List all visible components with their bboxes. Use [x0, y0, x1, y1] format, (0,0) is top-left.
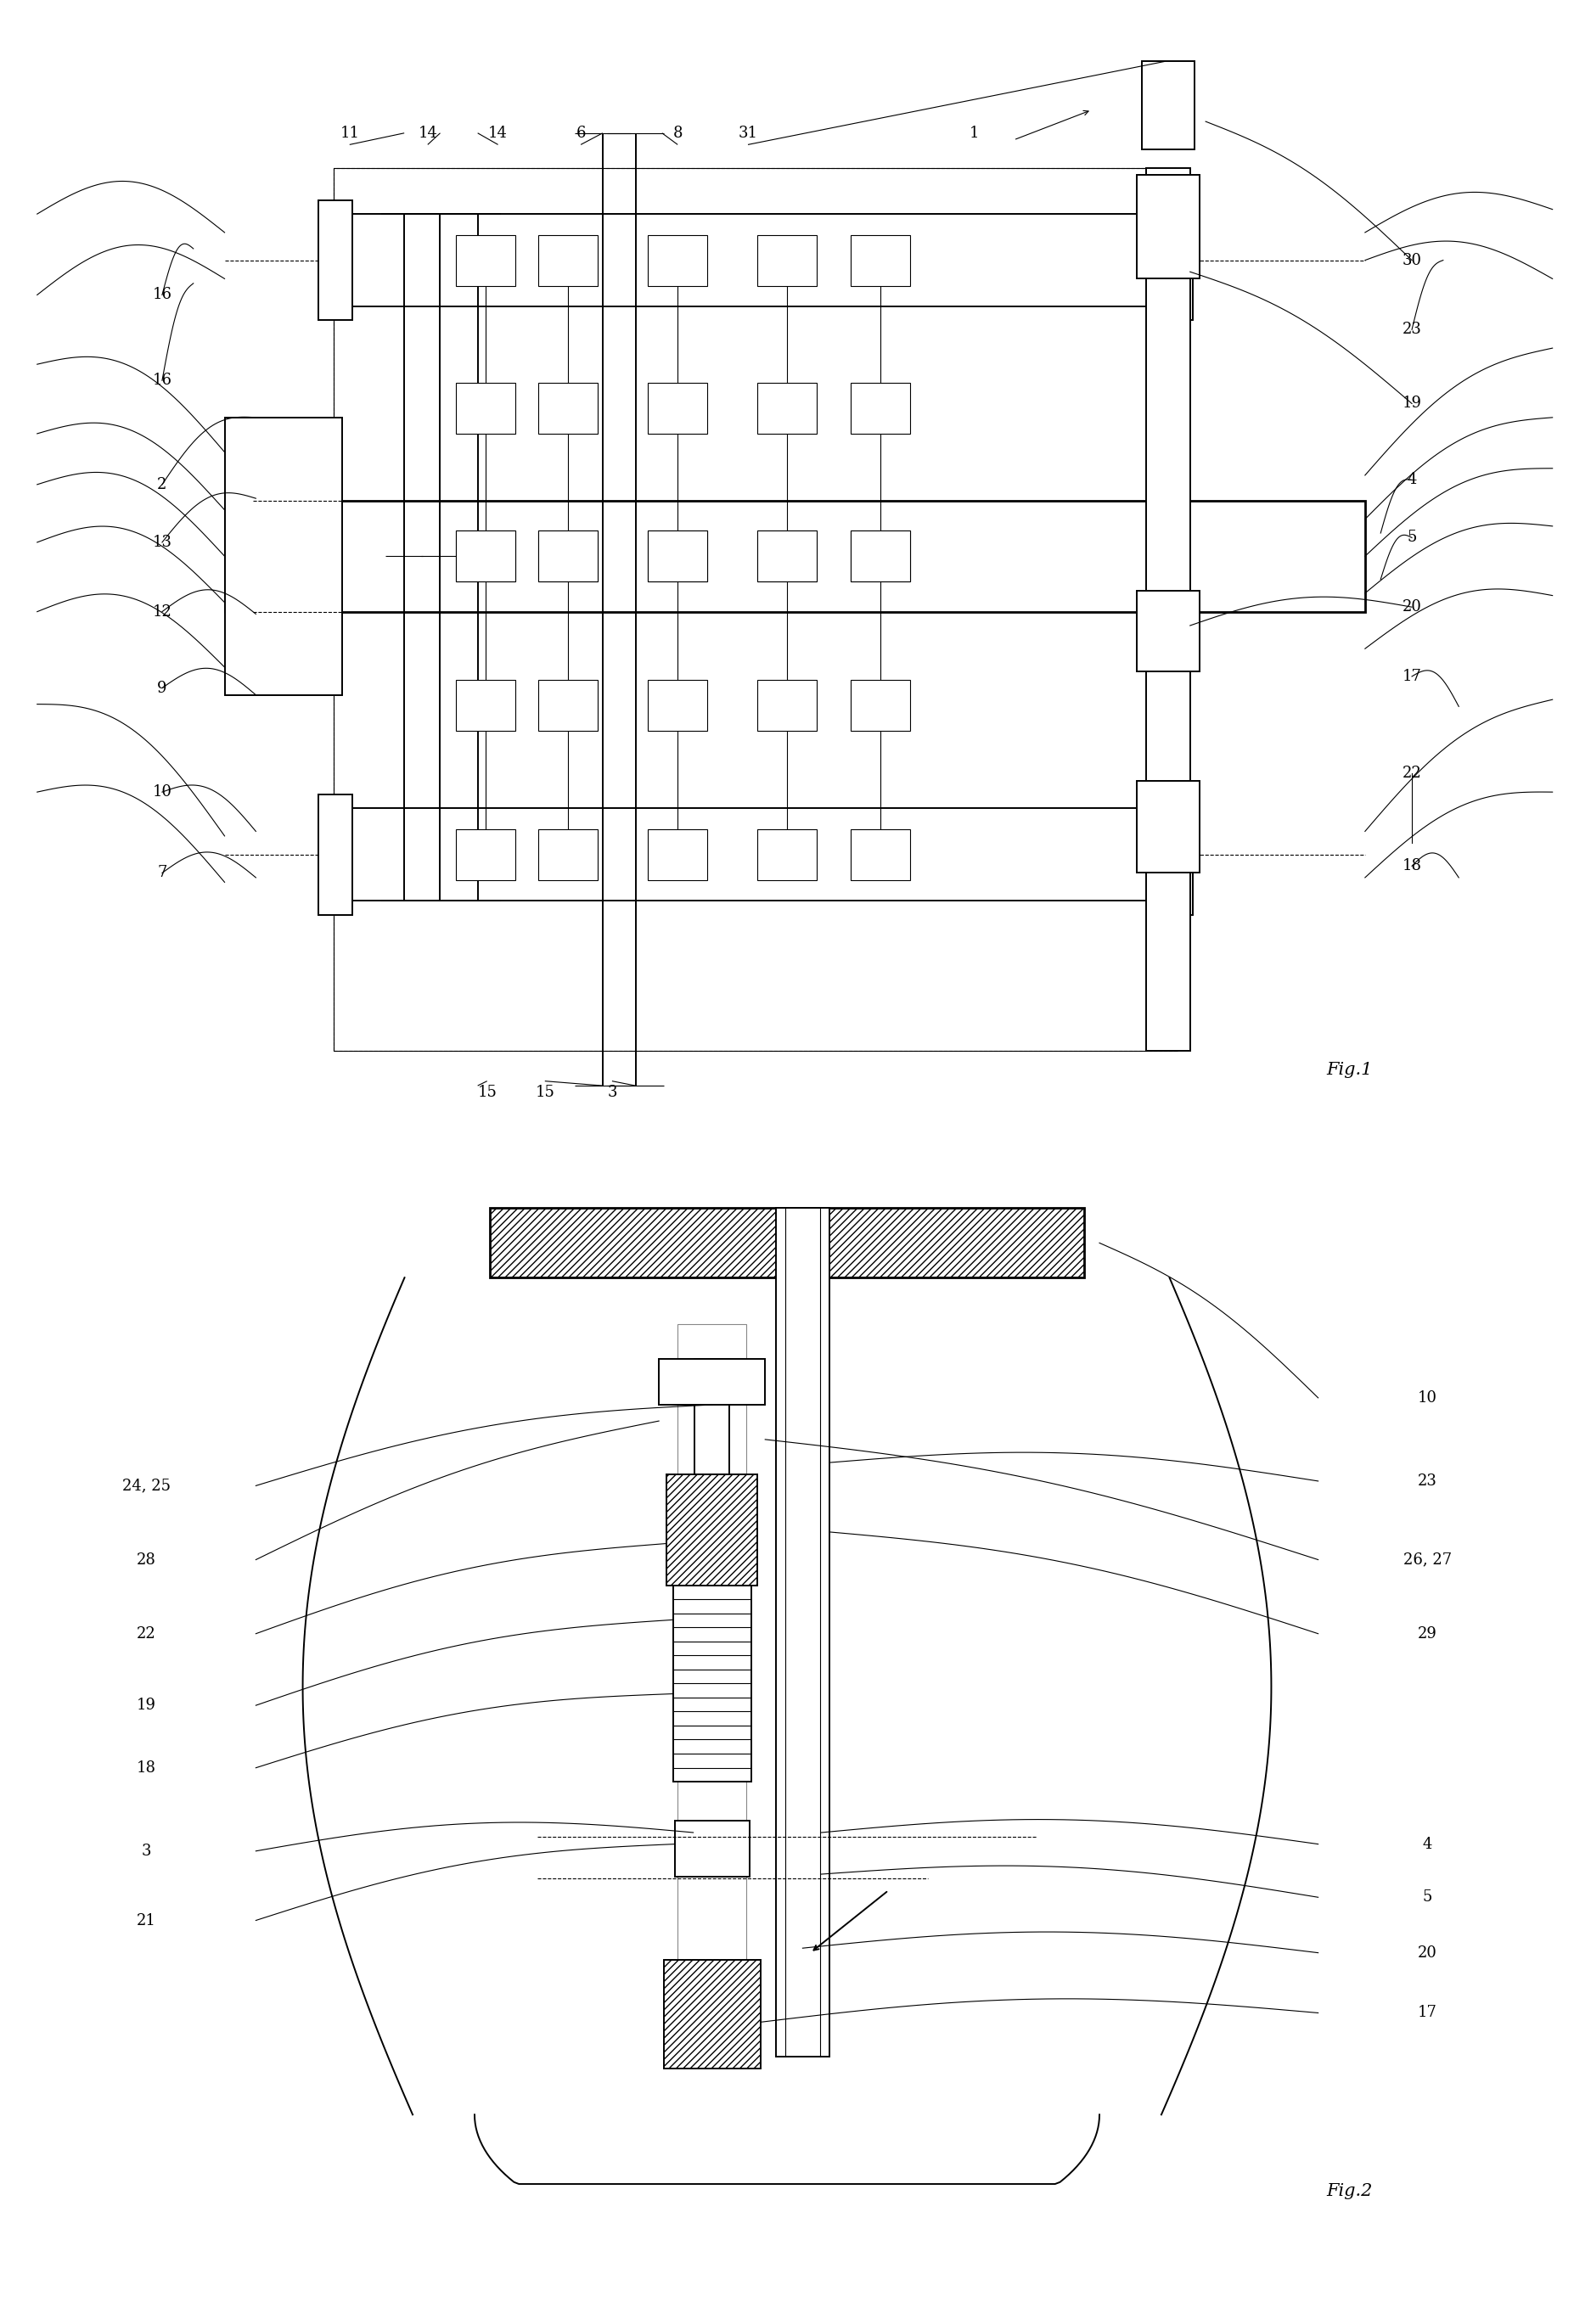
Bar [318, 200, 353, 321]
Bar [852, 830, 910, 881]
Text: Fig.1: Fig.1 [1327, 1062, 1373, 1078]
Text: 5: 5 [1407, 530, 1417, 546]
Bar [538, 530, 598, 581]
Text: 2: 2 [157, 476, 167, 493]
Bar [334, 167, 1177, 1050]
Bar [538, 681, 598, 730]
Bar [660, 1360, 765, 1404]
Bar [667, 1473, 757, 1585]
Text: 15: 15 [477, 1085, 497, 1099]
Bar [648, 235, 707, 286]
Bar [852, 681, 910, 730]
Text: 8: 8 [672, 125, 683, 142]
Text: 15: 15 [535, 1085, 554, 1099]
Text: 10: 10 [1418, 1390, 1437, 1406]
Text: 24, 25: 24, 25 [123, 1478, 170, 1494]
Bar [225, 500, 1365, 611]
Text: 17: 17 [1418, 2006, 1437, 2020]
Bar [456, 830, 515, 881]
Text: 4: 4 [1407, 472, 1417, 488]
Text: 20: 20 [1402, 600, 1421, 616]
Bar [852, 530, 910, 581]
Bar [757, 830, 817, 881]
Text: 1: 1 [970, 125, 979, 142]
Text: 7: 7 [157, 865, 167, 881]
Text: 5: 5 [1423, 1889, 1432, 1906]
Text: 16: 16 [153, 288, 172, 302]
Text: 11: 11 [340, 125, 359, 142]
Bar [456, 530, 515, 581]
Text: 21: 21 [137, 1913, 156, 1929]
Text: 18: 18 [1402, 858, 1421, 874]
Bar [694, 1360, 729, 1473]
Bar [852, 235, 910, 286]
Bar [456, 681, 515, 730]
Bar [648, 530, 707, 581]
Bar [757, 383, 817, 435]
Text: 18: 18 [137, 1759, 156, 1776]
Bar [538, 830, 598, 881]
Text: 9: 9 [157, 681, 167, 695]
Bar [757, 530, 817, 581]
Bar [1158, 795, 1193, 916]
Text: 10: 10 [153, 786, 172, 799]
Text: 30: 30 [1402, 253, 1421, 267]
Text: 6: 6 [576, 125, 586, 142]
Bar [852, 383, 910, 435]
Text: 16: 16 [153, 372, 172, 388]
Text: 22: 22 [137, 1627, 156, 1641]
Bar [334, 809, 1177, 902]
Text: 14: 14 [488, 125, 508, 142]
Bar [648, 530, 707, 581]
Text: 26, 27: 26, 27 [1404, 1552, 1451, 1566]
Text: 23: 23 [1418, 1473, 1437, 1490]
Text: 3: 3 [608, 1085, 617, 1099]
Bar [852, 530, 910, 581]
Bar [757, 530, 817, 581]
Text: 28: 28 [137, 1552, 156, 1566]
Bar [538, 235, 598, 286]
Text: 31: 31 [738, 125, 757, 142]
Text: 22: 22 [1402, 767, 1421, 781]
Text: 14: 14 [419, 125, 438, 142]
Bar [648, 681, 707, 730]
Bar [648, 383, 707, 435]
Bar [664, 1959, 760, 2068]
Bar [757, 235, 817, 286]
Bar [1136, 781, 1199, 874]
Bar [757, 681, 817, 730]
Bar [318, 795, 353, 916]
Bar [678, 1325, 746, 2057]
Bar [334, 214, 1177, 307]
Bar [648, 830, 707, 881]
Bar [776, 1208, 829, 2057]
Text: 19: 19 [137, 1699, 156, 1713]
Bar [334, 167, 1177, 1050]
Bar [674, 1585, 751, 1783]
Bar [538, 383, 598, 435]
Bar [1158, 200, 1193, 321]
Bar [1141, 60, 1195, 149]
Bar [1146, 167, 1190, 1050]
Text: 13: 13 [153, 535, 172, 551]
Bar [225, 418, 342, 695]
Bar [456, 235, 515, 286]
Text: 12: 12 [153, 604, 172, 618]
Bar [1136, 590, 1199, 672]
Text: Fig.2: Fig.2 [1327, 2182, 1373, 2199]
Bar [456, 530, 515, 581]
Bar [456, 383, 515, 435]
Text: 23: 23 [1402, 323, 1421, 337]
Text: 17: 17 [1402, 669, 1421, 683]
Text: 3: 3 [142, 1843, 151, 1859]
Bar [538, 530, 598, 581]
Bar [490, 1208, 1084, 1278]
Text: 29: 29 [1418, 1627, 1437, 1641]
Bar [675, 1822, 749, 1875]
Bar [1136, 174, 1199, 279]
Text: 20: 20 [1418, 1945, 1437, 1961]
Text: 19: 19 [1402, 395, 1421, 411]
Text: 4: 4 [1423, 1836, 1432, 1852]
